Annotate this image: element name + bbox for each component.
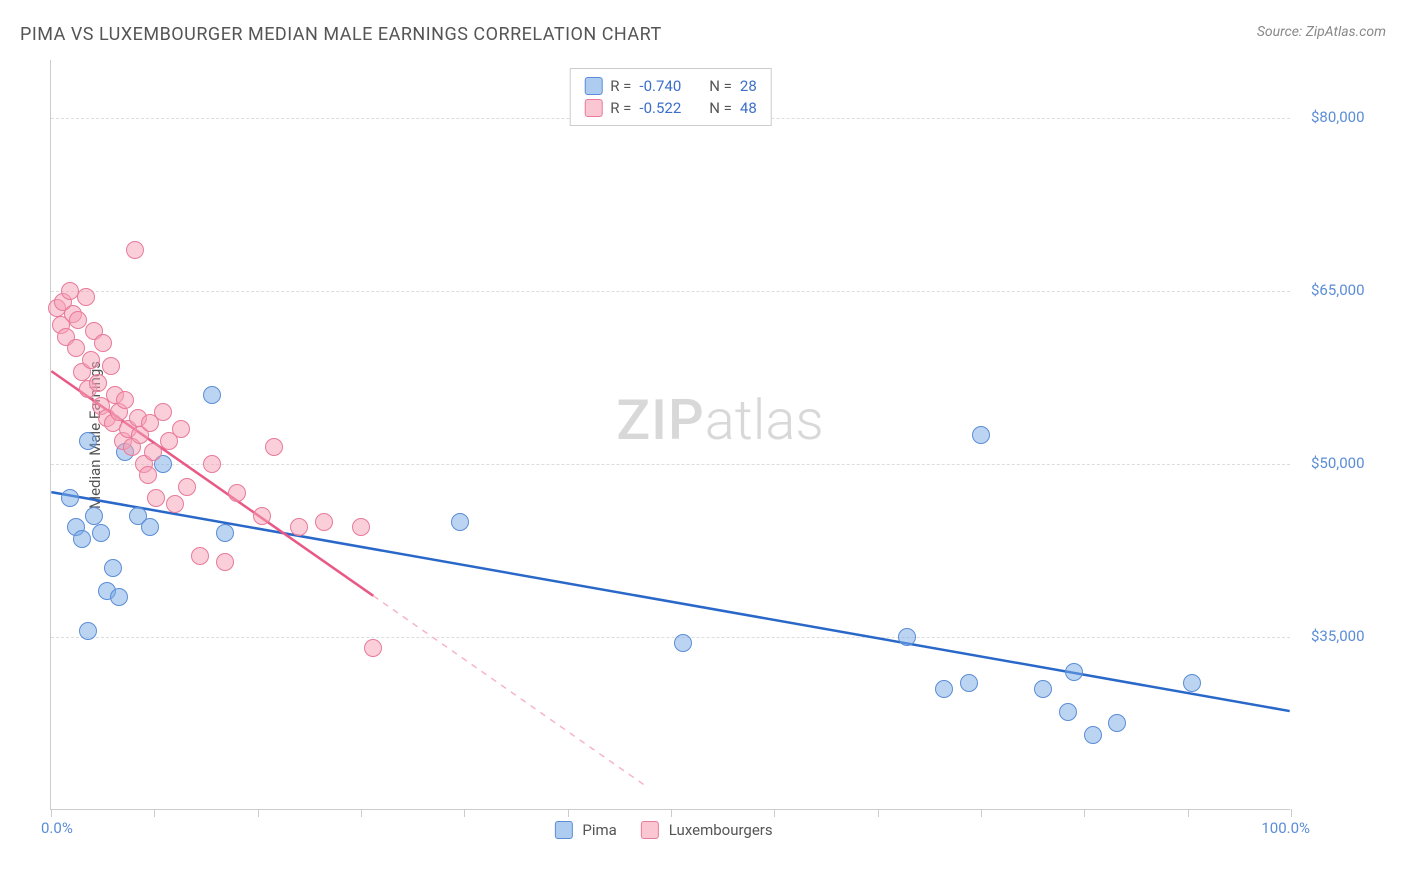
data-point (216, 553, 234, 571)
source-attribution: Source: ZipAtlas.com (1257, 24, 1386, 40)
data-point (935, 680, 953, 698)
r-label: R = (610, 99, 631, 117)
data-point (77, 288, 95, 306)
legend-swatch (641, 821, 659, 839)
y-tick-label: $80,000 (1311, 108, 1365, 126)
data-point (102, 357, 120, 375)
data-point (79, 622, 97, 640)
n-label: N = (709, 99, 732, 117)
legend-row: R = -0.740 N = 28 (584, 75, 757, 97)
r-value: -0.740 (639, 77, 681, 95)
x-axis-max-label: 100.0% (1261, 819, 1310, 837)
legend-label: Luxembourgers (669, 821, 773, 839)
data-point (290, 518, 308, 536)
x-tick (1188, 809, 1189, 817)
data-point (1108, 714, 1126, 732)
data-point (674, 634, 692, 652)
legend-label: Pima (582, 821, 616, 839)
r-value: -0.522 (639, 99, 681, 117)
data-point (352, 518, 370, 536)
data-point (451, 513, 469, 531)
n-value: 48 (740, 99, 757, 117)
x-tick (878, 809, 879, 817)
data-point (94, 334, 112, 352)
x-tick (568, 809, 569, 817)
data-point (89, 374, 107, 392)
y-tick-label: $50,000 (1311, 454, 1365, 472)
data-point (110, 588, 128, 606)
x-tick (1084, 809, 1085, 817)
data-point (265, 438, 283, 456)
n-label: N = (709, 77, 732, 95)
data-point (104, 559, 122, 577)
x-tick (154, 809, 155, 817)
x-tick (51, 809, 52, 817)
legend-row: R = -0.522 N = 48 (584, 97, 757, 119)
x-tick (258, 809, 259, 817)
gridline (51, 291, 1290, 292)
data-point (364, 639, 382, 657)
data-point (1183, 674, 1201, 692)
trendlines (51, 60, 1290, 809)
x-tick (671, 809, 672, 817)
watermark: ZIPatlas (616, 387, 823, 453)
gridline (51, 464, 1290, 465)
x-tick (464, 809, 465, 817)
legend-swatch (584, 99, 602, 117)
n-value: 28 (740, 77, 757, 95)
series-legend: Pima Luxembourgers (554, 821, 786, 839)
data-point (92, 524, 110, 542)
x-tick (774, 809, 775, 817)
data-point (69, 311, 87, 329)
data-point (166, 495, 184, 513)
data-point (315, 513, 333, 531)
data-point (1065, 663, 1083, 681)
data-point (253, 507, 271, 525)
data-point (1084, 726, 1102, 744)
data-point (79, 432, 97, 450)
data-point (116, 391, 134, 409)
r-label: R = (610, 77, 631, 95)
legend-swatch (584, 77, 602, 95)
data-point (154, 403, 172, 421)
x-tick (1291, 809, 1292, 817)
data-point (972, 426, 990, 444)
data-point (203, 386, 221, 404)
x-tick (981, 809, 982, 817)
legend-swatch (554, 821, 572, 839)
data-point (228, 484, 246, 502)
data-point (898, 628, 916, 646)
data-point (216, 524, 234, 542)
data-point (1034, 680, 1052, 698)
data-point (85, 507, 103, 525)
data-point (139, 466, 157, 484)
data-point (82, 351, 100, 369)
gridline (51, 637, 1290, 638)
data-point (1059, 703, 1077, 721)
data-point (147, 489, 165, 507)
y-tick-label: $65,000 (1311, 281, 1365, 299)
data-point (960, 674, 978, 692)
data-point (191, 547, 209, 565)
plot-area: Median Male Earnings ZIPatlas $35,000$50… (50, 60, 1290, 810)
chart-title: PIMA VS LUXEMBOURGER MEDIAN MALE EARNING… (20, 24, 662, 45)
data-point (203, 455, 221, 473)
data-point (141, 518, 159, 536)
x-tick (361, 809, 362, 817)
data-point (144, 443, 162, 461)
data-point (126, 241, 144, 259)
data-point (61, 489, 79, 507)
y-tick-label: $35,000 (1311, 627, 1365, 645)
data-point (178, 478, 196, 496)
correlation-legend: R = -0.740 N = 28 R = -0.522 N = 48 (569, 68, 772, 126)
x-axis-min-label: 0.0% (41, 819, 73, 837)
data-point (172, 420, 190, 438)
data-point (73, 530, 91, 548)
